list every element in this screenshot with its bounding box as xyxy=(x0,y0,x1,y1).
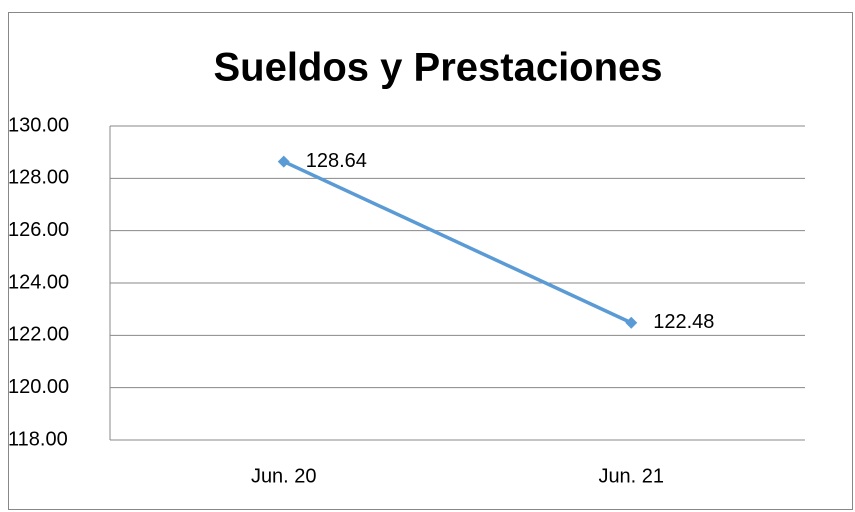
data-label: 122.48 xyxy=(653,311,714,333)
data-line xyxy=(283,159,632,325)
chart-border xyxy=(8,12,853,510)
y-tick-label: 128.00 xyxy=(8,167,69,189)
y-tick-label: 122.00 xyxy=(8,324,69,346)
y-tick-label: 120.00 xyxy=(8,376,69,398)
chart-title: Sueldos y Prestaciones xyxy=(213,46,662,90)
y-tick-label: 118.00 xyxy=(8,428,68,450)
data-label: 128.64 xyxy=(306,150,367,172)
y-tick-label: 126.00 xyxy=(8,219,69,241)
y-tick-label: 130.00 xyxy=(8,114,69,136)
x-tick-label: Jun. 21 xyxy=(598,465,664,487)
y-tick-label: 124.00 xyxy=(8,271,69,293)
data-point xyxy=(625,316,638,329)
data-point xyxy=(277,155,290,168)
x-tick-label: Jun. 20 xyxy=(251,465,317,487)
